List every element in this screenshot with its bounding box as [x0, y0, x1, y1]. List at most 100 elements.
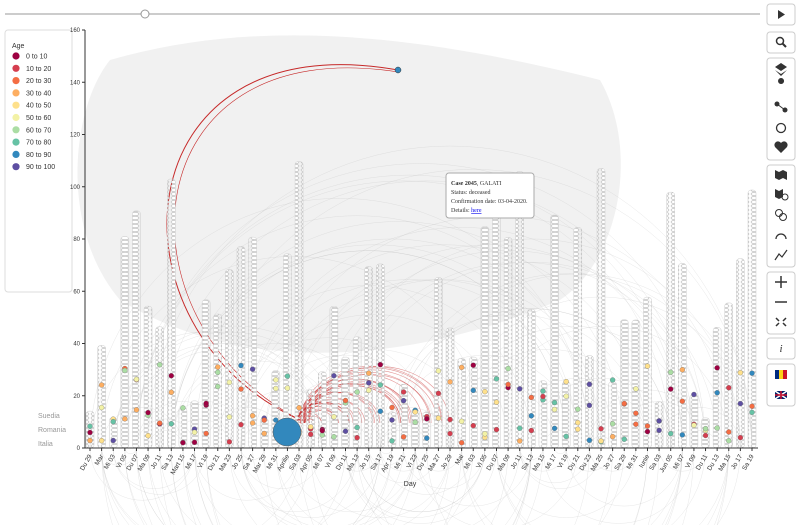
link-arc [275, 447, 532, 530]
case-dot [296, 405, 302, 411]
link-arc [356, 447, 625, 530]
case-dot [435, 368, 442, 374]
case-dot [145, 409, 151, 416]
case-dot [215, 369, 221, 376]
case-dot [679, 367, 685, 373]
case-stack [364, 266, 373, 449]
case-dot [528, 413, 534, 419]
case-stack [527, 309, 536, 449]
link-arc [124, 447, 416, 530]
case-stack [306, 389, 315, 449]
case-dot [87, 429, 93, 436]
case-dot [98, 438, 105, 444]
tooltip-details: Details: [451, 208, 471, 214]
info-button[interactable] [766, 337, 796, 360]
case-stack [143, 305, 153, 449]
legend-swatch [12, 138, 20, 146]
legend-swatch [12, 126, 20, 134]
link-arc [496, 447, 637, 518]
case-dot [412, 409, 418, 415]
case-stack [631, 319, 641, 449]
x-tick-label: Ma 15 [532, 453, 547, 472]
case-dot [319, 428, 325, 434]
case-dot [528, 427, 534, 434]
case-dot [238, 386, 244, 392]
link-arc [240, 447, 416, 530]
link-arc [519, 447, 567, 472]
case-stack [585, 355, 594, 449]
link-arc [519, 447, 602, 489]
link-arc [124, 447, 137, 455]
case-dot [226, 414, 233, 420]
case-dot [273, 377, 279, 383]
link-arc [101, 447, 137, 466]
tooltip-link[interactable]: here [471, 208, 482, 214]
y-tick-label: 120 [70, 133, 81, 139]
case-dot [87, 423, 93, 429]
case-dot [458, 364, 465, 371]
case-dot [528, 394, 534, 401]
search-button[interactable] [766, 31, 796, 54]
case-stack [747, 189, 757, 449]
case-dot [726, 429, 732, 435]
case-dot [563, 379, 569, 385]
case-stack [445, 327, 455, 449]
slider-thumb[interactable] [140, 9, 150, 19]
link-arc [426, 447, 730, 530]
legend-label: 10 to 20 [26, 66, 51, 73]
x-tick-label: Mi 21 [393, 453, 407, 471]
link-arc [682, 430, 718, 449]
case-stack [469, 356, 478, 449]
link-arc [159, 180, 695, 449]
zoom-tools[interactable] [766, 271, 796, 335]
layer-tools[interactable] [766, 57, 796, 161]
case-dot [331, 414, 337, 420]
x-tick-label: Mi 07 [672, 453, 686, 471]
case-stack [225, 269, 234, 449]
link-arc [240, 447, 323, 489]
y-tick-label: 140 [70, 80, 81, 86]
case-stack [736, 258, 745, 449]
case-dot [586, 402, 593, 409]
case-dot [598, 438, 604, 444]
link-arc [159, 447, 358, 530]
link-arc [229, 447, 474, 530]
legend-swatch [12, 77, 20, 85]
link-arc [380, 447, 428, 472]
case-dot [668, 430, 674, 437]
link-arc [658, 447, 706, 472]
link-arc [519, 447, 590, 484]
case-cluster [272, 417, 302, 447]
case-dot [563, 433, 569, 440]
case-dot [191, 429, 198, 435]
case-stack [213, 313, 223, 449]
case-dot [226, 379, 233, 385]
case-dot [737, 370, 744, 376]
case-dot [424, 416, 430, 422]
link-arc [565, 447, 683, 507]
country-label: Italia [38, 441, 53, 448]
case-dot [714, 425, 720, 431]
x-tick-label: Ma 09 [497, 453, 512, 472]
x-tick-label: Mai [454, 454, 465, 467]
case-dot [621, 400, 627, 407]
case-dot [203, 400, 209, 407]
link-arc [112, 447, 195, 489]
link-arc [136, 447, 381, 530]
case-stack [678, 263, 687, 449]
case-dot [354, 424, 360, 431]
x-tick-label: Sa 29 [613, 453, 628, 472]
case-dot [98, 404, 105, 411]
case-dot [331, 373, 337, 379]
link-arc [194, 447, 393, 530]
x-tick-label: Ma 09 [137, 453, 152, 472]
case-dot [633, 410, 639, 416]
case-dot [110, 419, 116, 425]
case-stack [689, 394, 699, 449]
case-dot [180, 440, 186, 446]
link-arc [589, 447, 637, 472]
svg-text:Case 2045, GALATI: Case 2045, GALATI [451, 181, 502, 187]
language-tools[interactable] [766, 363, 796, 407]
case-dot [563, 393, 569, 399]
case-dot [377, 382, 384, 388]
